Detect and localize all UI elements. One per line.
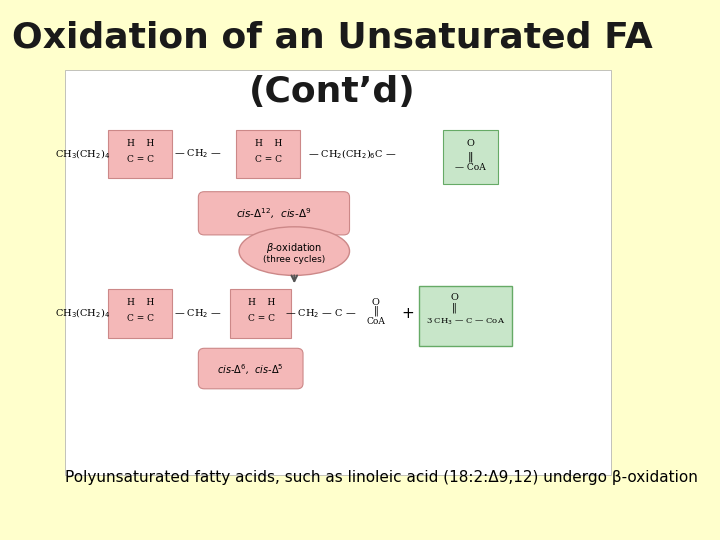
Text: — CH$_2$(CH$_2$)$_6$C —: — CH$_2$(CH$_2$)$_6$C — [308,147,397,161]
Text: — CH$_2$ —: — CH$_2$ — [174,307,222,320]
FancyBboxPatch shape [419,286,513,346]
Text: 3 CH$_3$ — C — CoA: 3 CH$_3$ — C — CoA [426,316,505,327]
Text: $cis$-$\Delta^{6}$,  $cis$-$\Delta^{5}$: $cis$-$\Delta^{6}$, $cis$-$\Delta^{5}$ [217,362,284,377]
FancyBboxPatch shape [443,130,498,184]
Text: C = C: C = C [248,314,274,323]
Text: $\beta$-oxidation: $\beta$-oxidation [266,241,323,255]
Text: ‖: ‖ [468,151,473,162]
Text: $cis$-$\Delta^{12}$,  $cis$-$\Delta^{9}$: $cis$-$\Delta^{12}$, $cis$-$\Delta^{9}$ [236,206,312,221]
Text: (three cycles): (three cycles) [264,255,325,264]
Text: C = C: C = C [255,155,282,164]
FancyBboxPatch shape [65,70,611,475]
Text: H    H: H H [127,139,154,147]
FancyBboxPatch shape [230,289,292,338]
Text: — CoA: — CoA [455,163,486,172]
FancyBboxPatch shape [199,348,303,389]
Text: (Cont’d): (Cont’d) [248,75,415,109]
Text: Oxidation of an Unsaturated FA: Oxidation of an Unsaturated FA [12,21,652,55]
Text: Polyunsaturated fatty acids, such as linoleic acid (18:2:Δ9,12) undergo β-oxidat: Polyunsaturated fatty acids, such as lin… [65,470,698,485]
Text: — CH$_2$ — C —: — CH$_2$ — C — [285,307,356,320]
Text: H    H: H H [127,298,154,307]
Text: ‖: ‖ [373,305,378,316]
Text: ‖: ‖ [451,302,456,313]
Text: — CH$_2$ —: — CH$_2$ — [174,147,222,160]
FancyBboxPatch shape [199,192,349,235]
Text: CH$_3$(CH$_2$)$_4$: CH$_3$(CH$_2$)$_4$ [55,147,109,161]
Text: CH$_3$(CH$_2$)$_4$: CH$_3$(CH$_2$)$_4$ [55,306,109,320]
Text: O: O [372,298,379,307]
Text: +: + [401,306,414,321]
Text: O: O [467,139,474,147]
Text: CoA: CoA [366,317,385,326]
Text: C = C: C = C [127,314,153,323]
Text: H    H: H H [254,139,282,147]
FancyBboxPatch shape [108,289,172,338]
Text: C = C: C = C [127,155,153,164]
Ellipse shape [239,227,349,275]
Text: H    H: H H [248,298,275,307]
FancyBboxPatch shape [236,130,300,178]
Text: O: O [450,293,458,301]
FancyBboxPatch shape [108,130,172,178]
